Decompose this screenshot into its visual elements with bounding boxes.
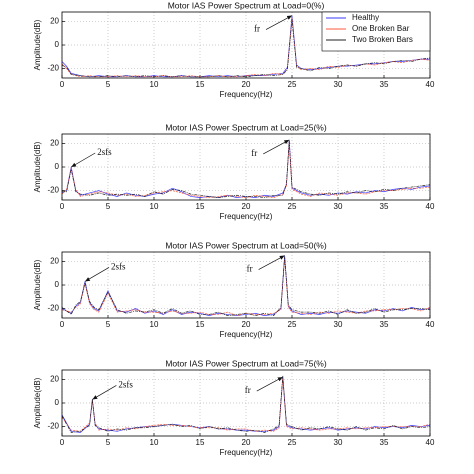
legend-box	[321, 11, 431, 52]
x-tick-label: 30	[334, 438, 343, 447]
spectrum-line	[61, 19, 431, 78]
spectrum-line	[62, 141, 431, 198]
x-tick-label: 40	[426, 320, 435, 329]
y-tick-label: 20	[50, 17, 59, 26]
annotation: 2sfs	[111, 262, 126, 272]
y-tick-label: -20	[47, 186, 59, 195]
x-tick-label: 10	[150, 80, 159, 89]
y-tick-label: 0	[55, 398, 60, 407]
spectrum-line	[61, 375, 431, 433]
annotation-arrow	[84, 267, 110, 282]
x-tick-label: 35	[380, 202, 389, 211]
y-tick-label: 0	[55, 162, 60, 171]
y-tick-label: 0	[55, 280, 60, 289]
x-tick-label: 25	[288, 202, 297, 211]
x-tick-label: 25	[288, 438, 297, 447]
legend-label: One Broken Bar	[352, 24, 410, 33]
x-tick-label: 15	[196, 438, 205, 447]
annotation-arrow	[256, 376, 283, 392]
annotation: fr	[254, 24, 260, 34]
annotation-arrow	[71, 152, 96, 168]
spectrum-line	[61, 142, 431, 198]
x-tick-label: 35	[380, 80, 389, 89]
x-tick-label: 25	[288, 80, 297, 89]
x-axis-label: Frequency(Hz)	[220, 90, 273, 99]
annotation-arrow	[265, 15, 293, 30]
annotation: 2sfs	[118, 380, 133, 390]
x-tick-label: 0	[60, 438, 65, 447]
x-tick-label: 15	[196, 320, 205, 329]
x-tick-label: 30	[334, 320, 343, 329]
x-tick-label: 20	[242, 438, 251, 447]
subplot-title: Motor IAS Power Spectrum at Load=50(%)	[165, 240, 327, 250]
x-tick-label: 20	[242, 320, 251, 329]
x-axis-label: Frequency(Hz)	[220, 330, 273, 339]
y-tick-label: -20	[47, 304, 59, 313]
y-tick-label: -20	[47, 422, 59, 431]
y-tick-label: 20	[50, 375, 59, 384]
x-tick-label: 15	[196, 80, 205, 89]
x-tick-label: 10	[150, 202, 159, 211]
legend-label: Two Broken Bars	[352, 35, 413, 44]
x-tick-label: 40	[426, 80, 435, 89]
y-tick-label: 20	[50, 139, 59, 148]
axes-frame	[61, 133, 431, 201]
x-tick-label: 30	[334, 80, 343, 89]
x-tick-label: 20	[242, 202, 251, 211]
x-tick-label: 10	[150, 438, 159, 447]
x-tick-label: 5	[106, 80, 111, 89]
subplot-title: Motor IAS Power Spectrum at Load=75(%)	[165, 358, 327, 368]
annotation: fr	[251, 148, 257, 158]
annotation-arrow	[258, 255, 285, 270]
x-tick-label: 25	[288, 320, 297, 329]
x-tick-label: 35	[380, 320, 389, 329]
annotation: fr	[247, 264, 253, 274]
subplot-title: Motor IAS Power Spectrum at Load=0(%)	[168, 0, 325, 10]
x-tick-label: 0	[60, 80, 65, 89]
x-tick-label: 40	[426, 202, 435, 211]
y-tick-label: -20	[47, 64, 59, 73]
spectrum-line	[61, 257, 431, 317]
x-axis-label: Frequency(Hz)	[220, 448, 273, 457]
y-axis-label: Amplitude(dB)	[33, 19, 42, 70]
annotation: 2sfs	[97, 147, 112, 157]
x-tick-label: 5	[106, 202, 111, 211]
x-tick-label: 5	[106, 438, 111, 447]
y-axis-label: Amplitude(dB)	[33, 259, 42, 310]
y-tick-label: 0	[55, 40, 60, 49]
annotation-arrow	[92, 385, 117, 400]
legend: Healthy One Broken Bar Two Broken Bars	[321, 11, 431, 52]
y-axis-label: Amplitude(dB)	[33, 377, 42, 428]
x-tick-label: 0	[60, 202, 65, 211]
x-tick-label: 0	[60, 320, 65, 329]
spectrum-line	[61, 255, 431, 317]
y-tick-label: 20	[50, 257, 59, 266]
x-tick-label: 40	[426, 438, 435, 447]
axes-frame	[61, 251, 431, 319]
x-tick-label: 35	[380, 438, 389, 447]
spectrum-line	[61, 378, 431, 432]
legend-label: Healthy	[352, 13, 379, 22]
annotation-arrow	[263, 139, 290, 155]
x-axis-label: Frequency(Hz)	[220, 212, 273, 221]
x-tick-label: 15	[196, 202, 205, 211]
annotation: fr	[245, 385, 251, 395]
x-tick-label: 10	[150, 320, 159, 329]
x-tick-label: 30	[334, 202, 343, 211]
subplot-title: Motor IAS Power Spectrum at Load=25(%)	[165, 122, 327, 132]
axes-frame	[61, 369, 431, 437]
x-tick-label: 20	[242, 80, 251, 89]
y-axis-label: Amplitude(dB)	[33, 141, 42, 192]
x-tick-label: 5	[106, 320, 111, 329]
